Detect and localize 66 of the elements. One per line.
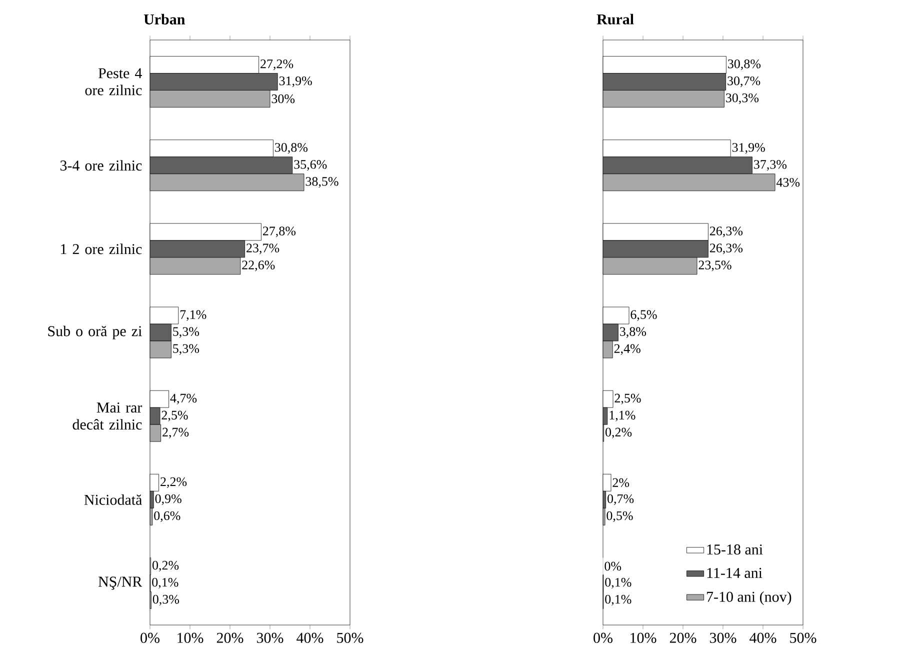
x-tick-label: 40% [296,632,324,643]
data-label: 4,7% [170,394,197,404]
x-tick-label: 0% [594,632,612,643]
data-label: 31,9% [279,76,312,88]
chart-title: Rural [596,14,634,24]
data-label: 30,3% [726,93,759,104]
data-label: 30% [272,94,295,104]
y-tick-label: 1 2 ore zilnic [61,244,142,254]
data-label: 37,3% [754,160,787,171]
y-tick-label: 3-4 ore zilnic [60,160,142,171]
data-label: 7,1% [180,310,206,321]
data-label: 0,1% [152,578,178,589]
chart-title: Urban [144,14,185,24]
data-label: 0,5% [606,511,633,522]
x-tick-label: 40% [750,632,776,643]
y-tick-label: Mai rar decât zilnic [72,402,142,430]
data-label: 0,2% [152,560,179,572]
data-label: 1,1% [610,410,636,422]
y-tick-label: NŞ/NR [98,576,142,590]
data-label: 26,3% [710,244,743,254]
data-label: 0,9% [155,494,182,505]
data-label: 23,5% [698,260,732,272]
data-label: 2% [612,478,630,488]
data-label: 5,3% [173,344,200,355]
data-label: 2,7% [162,428,189,438]
x-tick-label: 50% [337,632,364,643]
data-label: 31,9% [732,143,765,154]
x-tick-label: 30% [256,632,284,643]
x-tick-label: 20% [216,632,244,643]
y-tick-label: Peste 4 ore zilnic [85,68,142,96]
data-label: 30,8% [728,59,761,70]
data-label: 0,3% [152,594,180,606]
y-tick-label: Sub o oră pe zi [48,326,142,340]
y-tick-label: Niciodată [84,494,142,505]
legend-label: 11-14 ani [707,568,762,578]
data-label: 0,6% [154,511,180,522]
data-label: 0,1% [605,594,632,606]
data-label: 2,2% [160,477,187,488]
x-tick-label: 10% [630,632,656,643]
data-label: 0,2% [606,428,632,438]
x-tick-label: 0% [140,632,160,643]
data-label: 0% [604,562,622,571]
data-label: 2,5% [614,394,641,404]
x-tick-label: 50% [790,632,816,643]
x-tick-label: 10% [178,632,204,643]
data-label: 30,7% [728,76,760,88]
x-tick-label: 30% [710,632,736,643]
x-tick-label: 20% [670,632,696,643]
data-label: 0,1% [605,578,632,589]
data-label: 23,7% [246,244,280,254]
data-label: 35,6% [294,160,327,171]
legend-label: 15-18 ani [707,544,763,555]
legend-label: 7-10 ani (nov) [706,591,792,605]
data-label: 6,5% [630,310,657,321]
data-label: 2,5% [162,410,188,422]
data-label: 27,2% [260,59,294,70]
data-label: 27,8% [262,226,296,238]
data-label: 22,6% [242,260,275,272]
data-label: 38,5% [306,177,338,188]
data-label: 3,8% [620,327,646,338]
data-label: 26,3% [710,226,743,238]
data-label: 43% [776,178,800,187]
data-label: 2,4% [614,344,640,355]
data-label: 30,8% [275,143,308,154]
data-label: 5,3% [173,327,200,338]
data-label: 0,7% [608,494,634,505]
